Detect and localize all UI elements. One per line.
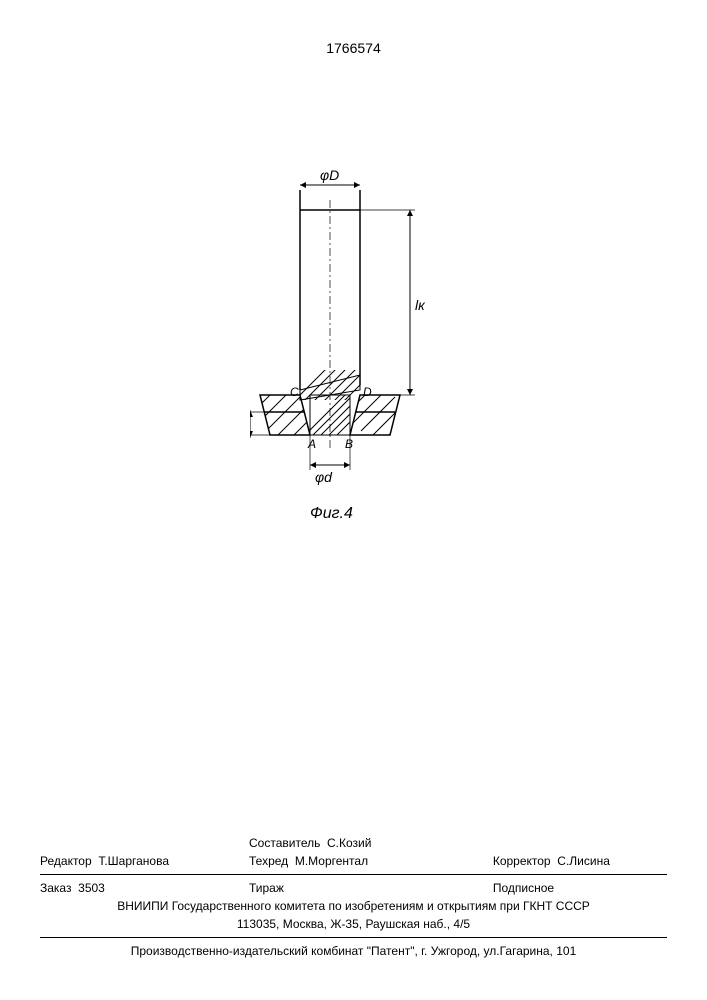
- tirage-label: Тираж: [249, 881, 284, 895]
- corrector-name: С.Лисина: [557, 854, 610, 868]
- label-C: C: [290, 385, 299, 399]
- editor-label: Редактор: [40, 854, 92, 868]
- org-line2: 113035, Москва, Ж-35, Раушская наб., 4/5: [40, 915, 667, 933]
- order-number: 3503: [78, 881, 105, 895]
- label-phiD: φD: [320, 170, 339, 183]
- subscription-label: Подписное: [493, 881, 554, 895]
- techred-label: Техред: [249, 854, 288, 868]
- label-phi-d: φd: [315, 469, 333, 485]
- editor-name: Т.Шарганова: [98, 854, 169, 868]
- label-A: A: [307, 437, 316, 451]
- footer: Составитель С.Козий Редактор Т.Шарганова…: [40, 834, 667, 960]
- order-label: Заказ: [40, 881, 71, 895]
- techred-name: М.Моргентал: [295, 854, 368, 868]
- compiler-name: С.Козий: [327, 836, 371, 850]
- figure-caption: Фиг.4: [310, 505, 353, 523]
- label-D: D: [363, 385, 372, 399]
- label-lk: lк: [415, 297, 426, 313]
- label-B: B: [345, 437, 353, 451]
- printer-line: Производственно-издательский комбинат "П…: [40, 942, 667, 960]
- figure-4: φD C D: [250, 170, 450, 490]
- compiler-label: Составитель: [249, 836, 320, 850]
- patent-number: 1766574: [0, 40, 707, 56]
- corrector-label: Корректор: [493, 854, 551, 868]
- org-line1: ВНИИПИ Государственного комитета по изоб…: [40, 897, 667, 915]
